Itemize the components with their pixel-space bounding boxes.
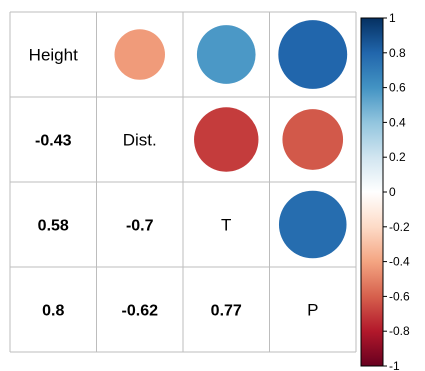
colorbar-tick-label: -1 [389,359,400,371]
colorbar-gradient [360,17,384,367]
corr-circle-height-dist [114,29,165,80]
variable-label-dist: Dist. [123,131,157,150]
variable-label-p: P [307,301,318,320]
corr-circle-height-t [196,25,256,84]
corr-value-label: 0.58 [38,218,69,235]
colorbar-tick-label: 0.2 [389,150,406,164]
colorbar-tick-label: -0.6 [389,289,410,303]
colorbar-tick-label: -0.8 [389,324,410,338]
colorbar-tick-label: -0.2 [389,220,410,234]
colorbar-tick-label: 1 [389,11,396,25]
corr-value-label: 0.8 [42,303,64,320]
corr-circle-dist-p [282,109,344,170]
corr-circle-height-p [278,20,348,89]
colorbar-ticks: 1 0.8 0.6 0.4 0.2 0 -0.2 -0.4 -0.6 -0.8 -1 [383,11,410,371]
colorbar-tick-label: 0.6 [389,81,406,95]
corr-value-label: -0.7 [126,218,154,235]
colorbar-legend: 1 0.8 0.6 0.4 0.2 0 -0.2 -0.4 -0.6 -0.8 -1 [360,11,410,371]
corr-value-label: -0.62 [122,303,159,320]
corr-value-label: 0.77 [211,303,242,320]
corr-circle-dist-t [194,107,259,172]
variable-label-t: T [221,216,231,235]
colorbar-tick-label: 0.4 [389,115,406,129]
corr-value-label: -0.43 [35,133,72,150]
colorbar-tick-label: -0.4 [389,255,410,269]
variable-label-height: Height [29,46,78,65]
colorbar-tick-label: 0 [389,185,396,199]
matrix-grid [9,11,357,353]
matrix-cells: Height Dist. T P -0.43 0.58 -0.7 0.8 -0.62 0.77 [29,20,348,320]
corr-circle-t-p [278,190,347,259]
colorbar-tick-label: 0.8 [389,46,406,60]
